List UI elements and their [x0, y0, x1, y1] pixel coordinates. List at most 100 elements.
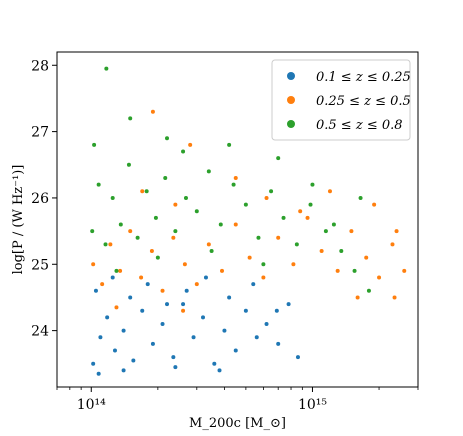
data-point-series-2	[114, 305, 119, 310]
data-point-series-1	[276, 341, 281, 346]
data-point-series-3	[165, 136, 170, 141]
data-point-series-3	[173, 229, 178, 234]
data-point-series-2	[140, 189, 145, 194]
data-point-series-3	[92, 142, 97, 147]
y-tick-label: 25	[31, 257, 49, 273]
data-point-series-2	[233, 222, 238, 227]
data-point-series-3	[128, 116, 133, 121]
data-point-series-1	[243, 308, 248, 313]
data-point-series-3	[308, 202, 313, 207]
data-point-series-2	[149, 249, 154, 254]
data-point-series-1	[171, 355, 176, 360]
data-point-series-1	[145, 282, 150, 287]
data-point-series-3	[310, 182, 315, 187]
data-point-series-3	[358, 195, 363, 200]
data-point-series-1	[96, 371, 101, 376]
y-axis-title: log[P / (W Hz⁻¹)]	[11, 165, 26, 275]
data-point-series-2	[305, 215, 310, 220]
data-point-series-1	[98, 335, 103, 340]
data-point-series-2	[160, 288, 165, 293]
data-point-series-2	[377, 275, 382, 280]
data-point-series-2	[182, 262, 187, 267]
data-point-series-3	[256, 235, 261, 240]
data-point-series-3	[181, 149, 186, 154]
legend: 0.1 ≤ z ≤ 0.25 0.25 ≤ z ≤ 0.5 0.5 ≤ z ≤ 0.…	[271, 59, 411, 141]
data-point-series-2	[372, 202, 377, 207]
x-axis-title: M_200c [M_⊙]	[189, 416, 286, 431]
legend-marker	[287, 96, 295, 104]
data-point-series-2	[118, 268, 123, 273]
data-point-series-2	[171, 235, 176, 240]
data-point-series-2	[390, 242, 395, 247]
legend-label: 0.1 ≤ z ≤ 0.25	[316, 70, 411, 85]
data-point-series-3	[90, 229, 95, 234]
data-point-series-3	[153, 215, 158, 220]
data-point-series-2	[247, 255, 252, 260]
data-point-series-1	[140, 308, 145, 313]
data-point-series-1	[121, 328, 126, 333]
data-point-series-3	[114, 268, 119, 273]
data-point-series-1	[233, 348, 238, 353]
data-point-series-2	[188, 142, 193, 147]
data-point-series-1	[254, 335, 259, 340]
axis-ticks: 10¹⁴ 10¹⁵ 24 25 26 27 28	[31, 58, 419, 413]
plot-frame	[56, 51, 419, 388]
data-point-series-2	[181, 308, 186, 313]
data-point-series-1	[191, 335, 196, 340]
data-point-series-3	[231, 182, 236, 187]
data-point-series-3	[218, 222, 223, 227]
data-point-series-2	[233, 176, 238, 181]
data-point-series-1	[128, 295, 133, 300]
legend-label: 0.25 ≤ z ≤ 0.5	[316, 94, 411, 109]
data-point-series-3	[269, 189, 274, 194]
y-tick-label: 24	[31, 324, 49, 340]
data-point-series-1	[181, 302, 186, 307]
data-point-series-3	[323, 229, 328, 234]
data-point-series-1	[105, 315, 110, 320]
data-point-series-1	[203, 275, 208, 280]
data-point-series-1	[150, 341, 155, 346]
x-tick-label: 10¹⁵	[298, 397, 327, 413]
data-point-series-1	[93, 288, 98, 293]
data-point-series-3	[104, 66, 109, 71]
data-point-series-3	[352, 268, 357, 273]
data-point-series-2	[261, 275, 266, 280]
data-point-series-2	[139, 275, 144, 280]
data-point-series-2	[298, 209, 303, 214]
data-point-series-1	[110, 275, 115, 280]
y-tick-label: 28	[31, 58, 49, 74]
data-point-series-2	[194, 282, 199, 287]
data-point-series-3	[183, 195, 188, 200]
data-point-series-2	[327, 189, 332, 194]
data-point-series-2	[364, 255, 369, 260]
data-point-series-1	[131, 358, 136, 363]
data-point-series-1	[112, 348, 117, 353]
data-point-series-2	[108, 242, 113, 247]
data-point-series-1	[217, 368, 222, 373]
data-point-series-1	[121, 368, 126, 373]
data-point-series-2	[392, 295, 397, 300]
data-point-series-3	[276, 156, 281, 161]
data-point-series-1	[201, 315, 205, 320]
data-point-series-3	[261, 262, 266, 267]
data-point-series-2	[335, 268, 340, 273]
data-point-series-3	[103, 242, 108, 247]
data-point-series-3	[144, 189, 149, 194]
data-point-series-1	[222, 328, 227, 333]
data-point-series-1	[274, 308, 279, 313]
legend-box	[271, 59, 411, 141]
y-tick-label: 27	[31, 125, 49, 141]
data-point-series-1	[91, 361, 96, 366]
data-point-series-2	[150, 109, 155, 114]
data-point-series-3	[118, 222, 123, 227]
data-point-series-2	[291, 262, 296, 267]
data-point-series-3	[96, 182, 101, 187]
data-point-series-2	[402, 268, 407, 273]
data-point-series-3	[227, 142, 232, 147]
data-point-series-1	[160, 321, 165, 326]
data-point-series-1	[295, 355, 300, 360]
data-point-series-3	[339, 249, 344, 254]
data-point-series-3	[194, 209, 199, 214]
